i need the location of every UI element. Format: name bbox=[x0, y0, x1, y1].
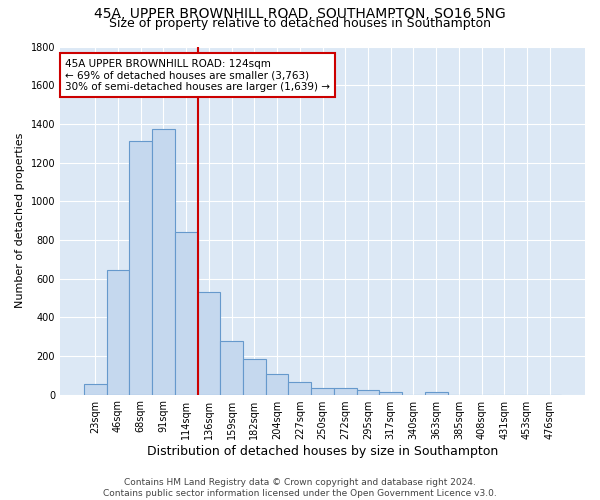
Bar bbox=[425, 392, 448, 394]
Bar bbox=[266, 374, 289, 394]
Text: 45A, UPPER BROWNHILL ROAD, SOUTHAMPTON, SO16 5NG: 45A, UPPER BROWNHILL ROAD, SOUTHAMPTON, … bbox=[94, 8, 506, 22]
Text: 45A UPPER BROWNHILL ROAD: 124sqm
← 69% of detached houses are smaller (3,763)
30: 45A UPPER BROWNHILL ROAD: 124sqm ← 69% o… bbox=[65, 58, 330, 92]
Bar bbox=[130, 142, 152, 394]
Bar bbox=[334, 388, 356, 394]
Bar bbox=[243, 359, 266, 394]
Text: Size of property relative to detached houses in Southampton: Size of property relative to detached ho… bbox=[109, 16, 491, 30]
Text: Contains HM Land Registry data © Crown copyright and database right 2024.
Contai: Contains HM Land Registry data © Crown c… bbox=[103, 478, 497, 498]
Bar bbox=[311, 388, 334, 394]
Bar bbox=[175, 232, 197, 394]
Bar bbox=[152, 128, 175, 394]
Bar bbox=[356, 390, 379, 394]
Bar bbox=[107, 270, 130, 394]
Bar bbox=[84, 384, 107, 394]
Bar bbox=[197, 292, 220, 394]
Bar bbox=[289, 382, 311, 394]
Y-axis label: Number of detached properties: Number of detached properties bbox=[15, 133, 25, 308]
Bar bbox=[379, 392, 402, 394]
X-axis label: Distribution of detached houses by size in Southampton: Distribution of detached houses by size … bbox=[147, 444, 498, 458]
Bar bbox=[220, 342, 243, 394]
